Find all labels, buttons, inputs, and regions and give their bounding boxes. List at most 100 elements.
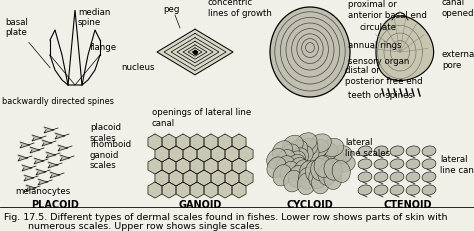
Polygon shape	[148, 134, 162, 150]
Ellipse shape	[374, 172, 388, 182]
Polygon shape	[55, 133, 65, 139]
Polygon shape	[232, 158, 246, 174]
Polygon shape	[36, 169, 46, 175]
Ellipse shape	[297, 173, 316, 195]
Polygon shape	[176, 182, 190, 198]
Ellipse shape	[406, 146, 420, 156]
Text: openings of lateral line
canal: openings of lateral line canal	[152, 108, 251, 128]
Polygon shape	[197, 170, 211, 186]
Polygon shape	[155, 146, 169, 162]
Ellipse shape	[390, 159, 404, 169]
Ellipse shape	[324, 158, 342, 180]
Text: circulate: circulate	[360, 24, 397, 33]
Polygon shape	[48, 162, 58, 168]
Ellipse shape	[276, 156, 295, 177]
Polygon shape	[376, 16, 434, 80]
Text: Fig. 17.5. Different types of dermal scales found in fishes. Lower row shows par: Fig. 17.5. Different types of dermal sca…	[4, 213, 447, 222]
Polygon shape	[26, 185, 36, 191]
Polygon shape	[190, 182, 204, 198]
Text: canal
opened: canal opened	[442, 0, 474, 18]
Ellipse shape	[297, 138, 318, 157]
Ellipse shape	[309, 147, 330, 166]
Polygon shape	[204, 158, 218, 174]
Text: melanocytes: melanocytes	[15, 188, 70, 197]
Polygon shape	[60, 155, 70, 161]
Ellipse shape	[280, 144, 300, 164]
Polygon shape	[190, 158, 204, 174]
Polygon shape	[24, 175, 34, 181]
Polygon shape	[148, 158, 162, 174]
Ellipse shape	[358, 172, 372, 182]
Polygon shape	[190, 134, 204, 150]
Ellipse shape	[324, 167, 342, 189]
Text: flange: flange	[90, 43, 117, 52]
Ellipse shape	[422, 172, 436, 182]
Ellipse shape	[313, 154, 336, 172]
Ellipse shape	[292, 146, 313, 165]
Text: nucleus: nucleus	[121, 64, 155, 73]
Ellipse shape	[283, 135, 303, 155]
Polygon shape	[162, 158, 176, 174]
Text: rhomboid
ganoid
scales: rhomboid ganoid scales	[90, 140, 131, 170]
Ellipse shape	[374, 146, 388, 156]
Polygon shape	[204, 182, 218, 198]
Ellipse shape	[311, 172, 329, 194]
Ellipse shape	[332, 161, 350, 182]
Polygon shape	[148, 182, 162, 198]
Polygon shape	[169, 146, 183, 162]
Polygon shape	[232, 134, 246, 150]
Ellipse shape	[307, 139, 328, 158]
Polygon shape	[197, 146, 211, 162]
Ellipse shape	[314, 156, 332, 177]
Polygon shape	[225, 170, 239, 186]
Ellipse shape	[300, 161, 318, 183]
Polygon shape	[157, 29, 233, 75]
Ellipse shape	[406, 185, 420, 195]
Ellipse shape	[390, 172, 404, 182]
Ellipse shape	[298, 167, 317, 189]
Ellipse shape	[304, 145, 325, 164]
Ellipse shape	[324, 154, 346, 172]
Polygon shape	[18, 155, 28, 161]
Ellipse shape	[296, 133, 317, 152]
Ellipse shape	[422, 146, 436, 156]
Text: peg: peg	[163, 6, 179, 15]
Text: PLACOID: PLACOID	[31, 200, 79, 210]
Text: proximal or
anterior basal end: proximal or anterior basal end	[348, 0, 427, 20]
Text: backwardly directed spines: backwardly directed spines	[2, 97, 114, 106]
Ellipse shape	[322, 148, 344, 166]
Polygon shape	[32, 135, 42, 141]
Text: basal
plate: basal plate	[5, 18, 50, 68]
Text: numerous scales. Upper row shows single scales.: numerous scales. Upper row shows single …	[28, 222, 263, 231]
Ellipse shape	[312, 150, 334, 168]
Text: concentric
lines of growth: concentric lines of growth	[208, 0, 272, 18]
Text: lateral
line canal: lateral line canal	[440, 155, 474, 175]
Ellipse shape	[316, 143, 338, 161]
Text: annual rings: annual rings	[348, 40, 401, 49]
Text: external
pore: external pore	[442, 50, 474, 70]
Polygon shape	[162, 182, 176, 198]
Polygon shape	[176, 158, 190, 174]
Ellipse shape	[322, 138, 344, 157]
Polygon shape	[30, 147, 40, 153]
Polygon shape	[155, 170, 169, 186]
Polygon shape	[232, 182, 246, 198]
Ellipse shape	[390, 146, 404, 156]
Ellipse shape	[333, 154, 355, 172]
Ellipse shape	[275, 149, 295, 170]
Ellipse shape	[318, 164, 336, 185]
Ellipse shape	[358, 159, 372, 169]
Ellipse shape	[374, 159, 388, 169]
Polygon shape	[176, 134, 190, 150]
Text: CYCLOID: CYCLOID	[287, 200, 333, 210]
Polygon shape	[225, 146, 239, 162]
Ellipse shape	[293, 160, 312, 181]
Polygon shape	[204, 134, 218, 150]
Ellipse shape	[422, 159, 436, 169]
Polygon shape	[239, 170, 253, 186]
Polygon shape	[162, 134, 176, 150]
Ellipse shape	[374, 185, 388, 195]
Ellipse shape	[358, 185, 372, 195]
Ellipse shape	[406, 172, 420, 182]
Polygon shape	[211, 170, 225, 186]
